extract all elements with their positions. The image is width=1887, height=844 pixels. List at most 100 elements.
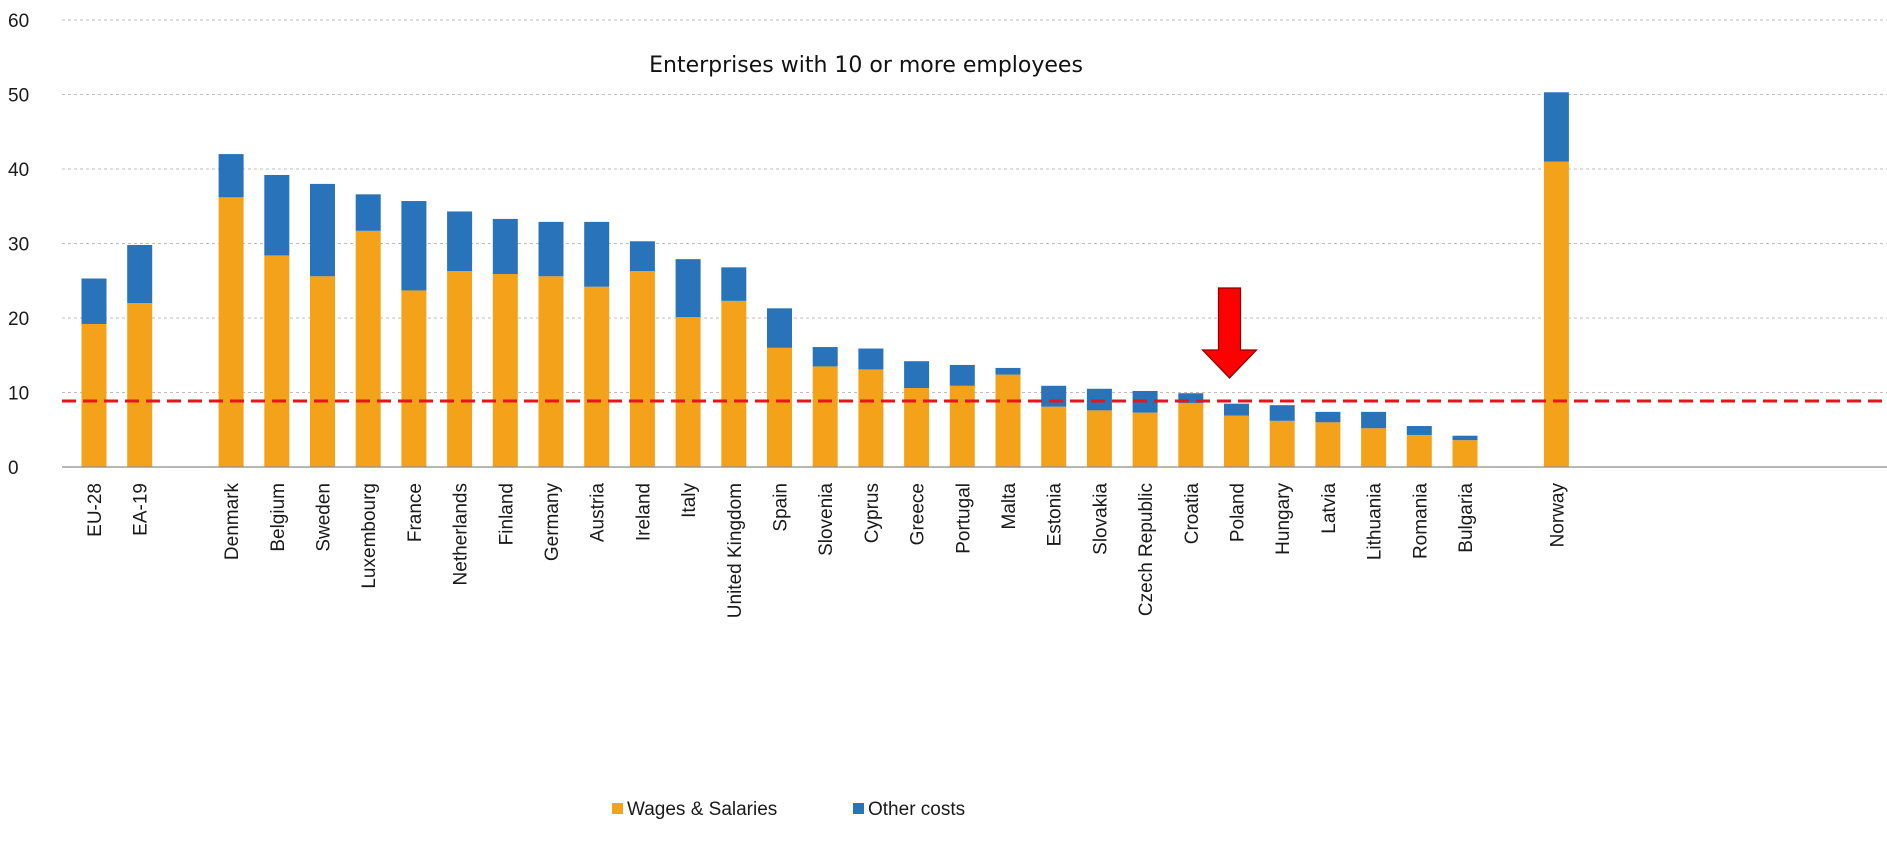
bar-wages-malta: [995, 374, 1021, 467]
bar-other-croatia: [1178, 393, 1204, 403]
bar-wages-cyprus: [858, 369, 884, 467]
bar-wages-belgium: [264, 255, 290, 467]
bar-other-bulgaria: [1452, 435, 1478, 441]
bar-wages-ireland: [629, 271, 655, 467]
y-tick-label: 40: [8, 160, 29, 181]
bar-wages-ea-19: [127, 303, 153, 467]
bar-other-sweden: [310, 183, 335, 277]
x-axis: EU-28 EA-19 Denmark Belgium Sweden Luxembourg…: [62, 466, 1887, 618]
bar-wages-austria: [584, 286, 610, 467]
y-tick-label: 20: [8, 309, 29, 330]
x-tick-label: Portugal: [953, 483, 974, 554]
bar-wages-hungary: [1269, 420, 1295, 467]
x-tick-label: Hungary: [1273, 483, 1294, 555]
bar-other-france: [401, 201, 427, 291]
bar-wages-croatia: [1178, 402, 1204, 467]
bar-wages-luxembourg: [355, 230, 381, 467]
bar-other-ea-19: [127, 244, 153, 304]
bar-other-lithuania: [1361, 411, 1387, 429]
bar-wages-lithuania: [1361, 428, 1387, 467]
bar-other-portugal: [949, 364, 975, 386]
bar-other-finland: [492, 218, 518, 275]
bar-wages-denmark: [218, 197, 244, 467]
y-axis: 0 10 20 30 40 50 60: [8, 11, 29, 479]
x-tick-label: Denmark: [222, 483, 243, 561]
bar-wages-germany: [538, 276, 564, 467]
legend: Wages & Salaries Other costs: [612, 799, 965, 820]
y-tick-label: 10: [8, 384, 29, 405]
gridlines: [62, 19, 1887, 393]
bar-other-cyprus: [858, 348, 884, 370]
bar-other-belgium: [264, 174, 290, 256]
x-tick-label: Norway: [1547, 483, 1568, 548]
bar-other-norway: [1543, 92, 1569, 162]
y-tick-label: 50: [8, 86, 29, 107]
legend-label-other: Other costs: [868, 799, 965, 820]
highlight-arrow-layer: [1201, 287, 1258, 379]
bar-wages-estonia: [1041, 406, 1067, 467]
bar-wages-bulgaria: [1452, 440, 1478, 467]
x-tick-label: Slovenia: [816, 483, 837, 556]
x-tick-label: Spain: [771, 483, 792, 532]
bar-wages-latvia: [1315, 422, 1341, 467]
legend-swatch-other: [853, 803, 864, 814]
bar-other-denmark: [218, 154, 244, 198]
x-tick-label: Italy: [679, 483, 700, 518]
y-tick-label: 60: [8, 11, 29, 32]
y-tick-label: 0: [8, 458, 19, 479]
bar-wages-united-kingdom: [721, 300, 747, 467]
x-tick-label: Bulgaria: [1456, 483, 1477, 553]
x-tick-label: Finland: [496, 483, 517, 545]
bar-other-slovenia: [812, 347, 838, 367]
x-tick-label: United Kingdom: [725, 483, 746, 618]
x-tick-label: Latvia: [1319, 483, 1340, 534]
bar-other-austria: [584, 221, 610, 287]
bar-other-estonia: [1041, 385, 1067, 407]
x-tick-label: Greece: [908, 483, 929, 545]
bar-wages-slovakia: [1086, 410, 1112, 467]
x-tick-label: Slovakia: [1090, 483, 1111, 555]
x-tick-label: Austria: [588, 483, 609, 543]
bar-other-latvia: [1315, 411, 1341, 423]
bar-other-italy: [675, 259, 701, 318]
bar-wages-poland: [1224, 415, 1249, 467]
x-tick-label: Sweden: [314, 483, 335, 552]
x-tick-label: Lithuania: [1365, 483, 1386, 561]
bar-other-spain: [767, 308, 792, 348]
bar-other-malta: [995, 367, 1021, 375]
x-tick-label: Cyprus: [862, 483, 883, 543]
bar-other-poland: [1224, 403, 1249, 416]
bar-wages-czech-republic: [1132, 412, 1158, 467]
bar-wages-sweden: [310, 276, 335, 467]
bar-other-germany: [538, 221, 564, 277]
bar-other-romania: [1406, 426, 1432, 435]
bar-wages-portugal: [949, 385, 975, 467]
bar-wages-norway: [1543, 161, 1569, 468]
bar-wages-italy: [675, 317, 701, 467]
bar-other-united-kingdom: [721, 267, 747, 301]
highlight-arrow: [1201, 287, 1258, 379]
y-tick-label: 30: [8, 235, 29, 256]
legend-swatch-wages: [612, 803, 623, 814]
x-tick-label: Belgium: [268, 483, 289, 552]
bar-other-eu-28: [81, 278, 107, 324]
chart-subtitle: Enterprises with 10 or more employees: [649, 53, 1083, 78]
bar-wages-france: [401, 290, 427, 467]
bar-wages-eu-28: [81, 323, 107, 467]
x-tick-label: Croatia: [1182, 483, 1203, 545]
x-tick-label: Romania: [1410, 483, 1431, 559]
bar-wages-slovenia: [812, 366, 838, 467]
legend-label-wages: Wages & Salaries: [627, 799, 777, 820]
x-tick-label: EA-19: [131, 483, 152, 536]
x-tick-label: Ireland: [633, 483, 654, 541]
x-tick-label: France: [405, 483, 426, 542]
bar-other-hungary: [1269, 405, 1295, 421]
x-tick-label: Germany: [542, 483, 563, 562]
x-tick-label: Poland: [1228, 483, 1249, 542]
x-tick-label: Luxembourg: [359, 483, 380, 589]
bar-wages-netherlands: [447, 271, 473, 467]
bar-other-netherlands: [447, 211, 473, 272]
bar-other-greece: [904, 361, 930, 389]
bar-wages-romania: [1406, 434, 1432, 467]
